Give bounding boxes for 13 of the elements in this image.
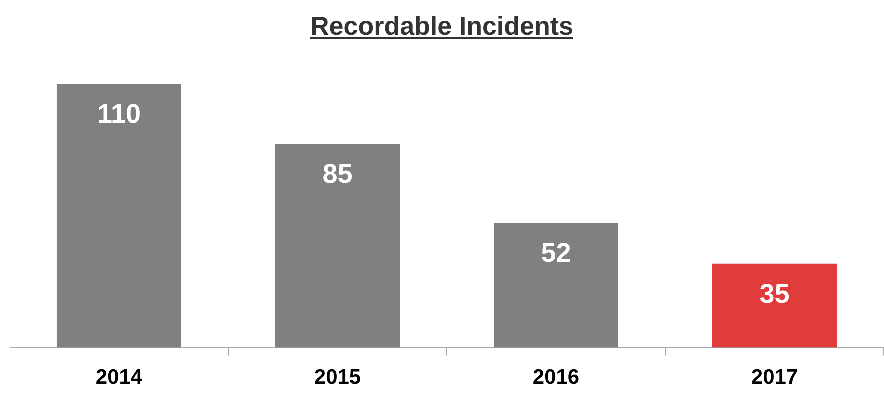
data-label: 35 xyxy=(760,278,790,309)
x-tick-label: 2014 xyxy=(96,366,143,390)
bar xyxy=(56,84,182,348)
data-label: 85 xyxy=(322,158,353,189)
bar xyxy=(275,144,400,348)
x-tick-label: 2015 xyxy=(314,366,362,390)
chart-title: Recordable Incidents xyxy=(310,10,574,42)
x-tick-label: 2017 xyxy=(751,366,798,390)
data-label: 110 xyxy=(97,98,142,129)
x-tick-label: 2016 xyxy=(532,366,580,390)
bar xyxy=(712,264,838,348)
bar xyxy=(494,223,619,348)
data-label: 52 xyxy=(541,238,572,268)
